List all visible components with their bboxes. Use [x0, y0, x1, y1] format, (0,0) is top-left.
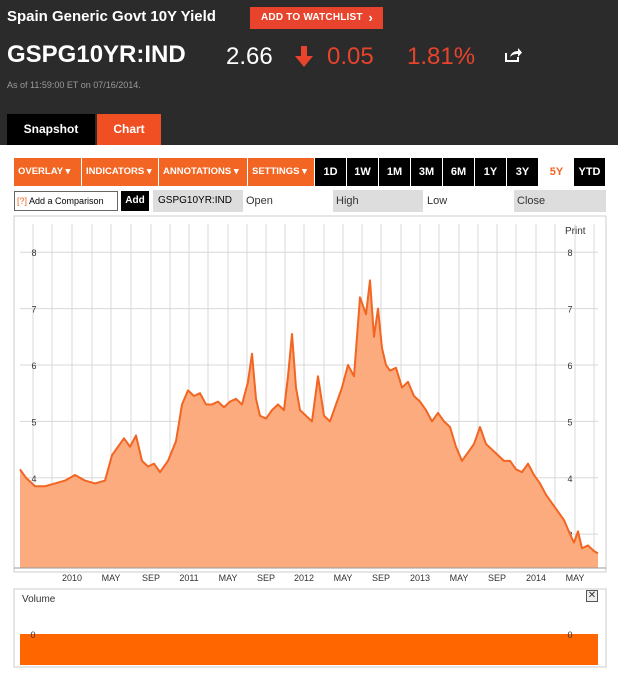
y-tick-label-right: 5 — [567, 417, 572, 427]
y-tick-label-right: 6 — [567, 361, 572, 371]
x-tick-label: MAY — [566, 573, 585, 583]
range-5y-button[interactable]: 5Y — [541, 158, 572, 186]
y-tick-label-right: 8 — [567, 248, 572, 258]
high-label: High — [333, 190, 423, 212]
x-tick-label: MAY — [102, 573, 121, 583]
add-to-watchlist-button[interactable]: ADD TO WATCHLIST › — [250, 7, 383, 29]
volume-tick-label-left: 0 — [30, 630, 35, 640]
x-tick-label: 2010 — [62, 573, 82, 583]
price-change: 0.05 — [327, 43, 374, 70]
x-tick-label: MAY — [450, 573, 469, 583]
page-title: Spain Generic Govt 10Y Yield — [7, 8, 216, 25]
y-tick-label-left: 5 — [31, 417, 36, 427]
series-line — [19, 279, 599, 555]
annotations-menu[interactable]: ANNOTATIONS ▾ — [159, 158, 248, 186]
price-change-pct: 1.81% — [407, 43, 476, 70]
range-6m-button[interactable]: 6M — [443, 158, 474, 186]
volume-label: Volume — [22, 594, 56, 605]
x-tick-label: MAY — [219, 573, 238, 583]
share-icon[interactable] — [504, 47, 522, 63]
chevron-right-icon: › — [368, 10, 373, 25]
open-label: Open — [243, 190, 333, 212]
ticker-symbol: GSPG10YR:IND — [7, 41, 186, 68]
comparison-placeholder: Add a Comparison — [29, 196, 104, 206]
y-tick-label-left: 4 — [31, 474, 36, 484]
low-label: Low — [424, 190, 514, 212]
last-price: 2.66 — [226, 43, 273, 70]
indicators-menu[interactable]: INDICATORS ▾ — [82, 158, 159, 186]
x-tick-label: SEP — [488, 573, 506, 583]
tab-chart[interactable]: Chart — [97, 114, 161, 145]
help-icon[interactable]: [?] — [17, 196, 28, 206]
add-comparison-input[interactable]: [?] Add a Comparison — [14, 191, 118, 211]
volume-bars — [20, 634, 598, 665]
quote-header: Spain Generic Govt 10Y Yield ADD TO WATC… — [0, 0, 618, 145]
y-tick-label-left: 8 — [31, 248, 36, 258]
range-1w-button[interactable]: 1W — [347, 158, 378, 186]
range-3y-button[interactable]: 3Y — [507, 158, 538, 186]
close-volume-icon[interactable]: ✕ — [586, 590, 598, 602]
range-1m-button[interactable]: 1M — [379, 158, 410, 186]
x-tick-label: 2012 — [294, 573, 314, 583]
x-tick-label: SEP — [257, 573, 275, 583]
range-3m-button[interactable]: 3M — [411, 158, 442, 186]
x-tick-label: SEP — [372, 573, 390, 583]
y-tick-label-left: 7 — [31, 305, 36, 315]
y-tick-label-right: 7 — [567, 305, 572, 315]
x-tick-label: MAY — [334, 573, 353, 583]
watchlist-label: ADD TO WATCHLIST — [261, 12, 363, 23]
comparison-row: [?] Add a Comparison Add GSPG10YR:IND Op… — [14, 190, 606, 212]
x-tick-label: 2014 — [526, 573, 546, 583]
y-tick-label-left: 6 — [31, 361, 36, 371]
arrow-down-icon — [295, 46, 313, 67]
print-link[interactable]: Print — [565, 226, 586, 237]
range-ytd-button[interactable]: YTD — [574, 158, 605, 186]
range-1y-button[interactable]: 1Y — [475, 158, 506, 186]
settings-menu[interactable]: SETTINGS ▾ — [248, 158, 315, 186]
range-1d-button[interactable]: 1D — [315, 158, 346, 186]
tab-snapshot[interactable]: Snapshot — [7, 114, 95, 145]
x-tick-label: 2011 — [179, 573, 198, 583]
as-of-timestamp: As of 11:59:00 ET on 07/16/2014. — [7, 80, 141, 90]
x-tick-label: SEP — [142, 573, 160, 583]
volume-tick-label-right: 0 — [567, 630, 572, 640]
overlay-menu[interactable]: OVERLAY ▾ — [14, 158, 82, 186]
series-area — [20, 280, 598, 568]
symbol-label: GSPG10YR:IND — [153, 190, 243, 212]
close-label: Close — [514, 190, 606, 212]
add-comparison-button[interactable]: Add — [121, 191, 149, 211]
y-tick-label-right: 4 — [567, 474, 572, 484]
x-tick-label: 2013 — [410, 573, 430, 583]
